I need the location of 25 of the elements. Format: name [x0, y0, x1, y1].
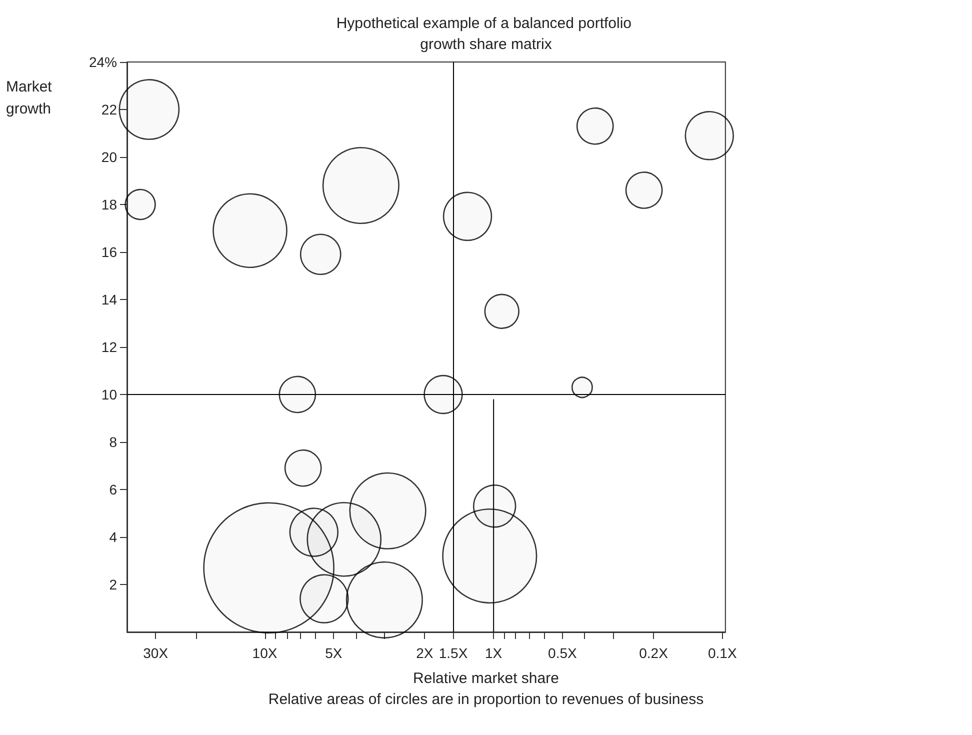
y-tick-label: 8 — [109, 434, 118, 450]
chart-title: Hypothetical example of a balanced portfolio growth share matrix — [336, 15, 636, 53]
y-tick-label: 24% — [88, 54, 117, 70]
x-axis-title: Relative market share — [413, 670, 559, 687]
x-tick-label: 10X — [252, 645, 278, 661]
y-tick-label: 22 — [101, 102, 118, 118]
y-axis-title: Market growth — [6, 78, 56, 118]
y-tick-label: 10 — [101, 386, 118, 402]
x-tick-label: 2X — [416, 645, 434, 661]
y-tick-label: 18 — [101, 196, 118, 212]
y-tick-label: 20 — [101, 149, 118, 165]
y-tick-label: 14 — [101, 292, 118, 308]
y-tick-label: 12 — [101, 339, 118, 355]
x-tick-label: 1X — [485, 645, 503, 661]
y-tick-label: 4 — [109, 529, 118, 545]
x-tick-label: 5X — [325, 645, 343, 661]
x-tick-label: 1.5X — [438, 645, 468, 661]
x-tick-label: 30X — [143, 645, 169, 661]
y-tick-label: 2 — [109, 576, 118, 592]
x-tick-label: 0.2X — [639, 645, 669, 661]
x-tick-label: 0.5X — [548, 645, 578, 661]
y-tick-label: 16 — [101, 244, 118, 260]
x-tick-label: 0.1X — [708, 645, 738, 661]
y-tick-label: 6 — [109, 482, 118, 498]
text: Relative areas of circles are in proportion to revenues of business — [268, 691, 704, 708]
